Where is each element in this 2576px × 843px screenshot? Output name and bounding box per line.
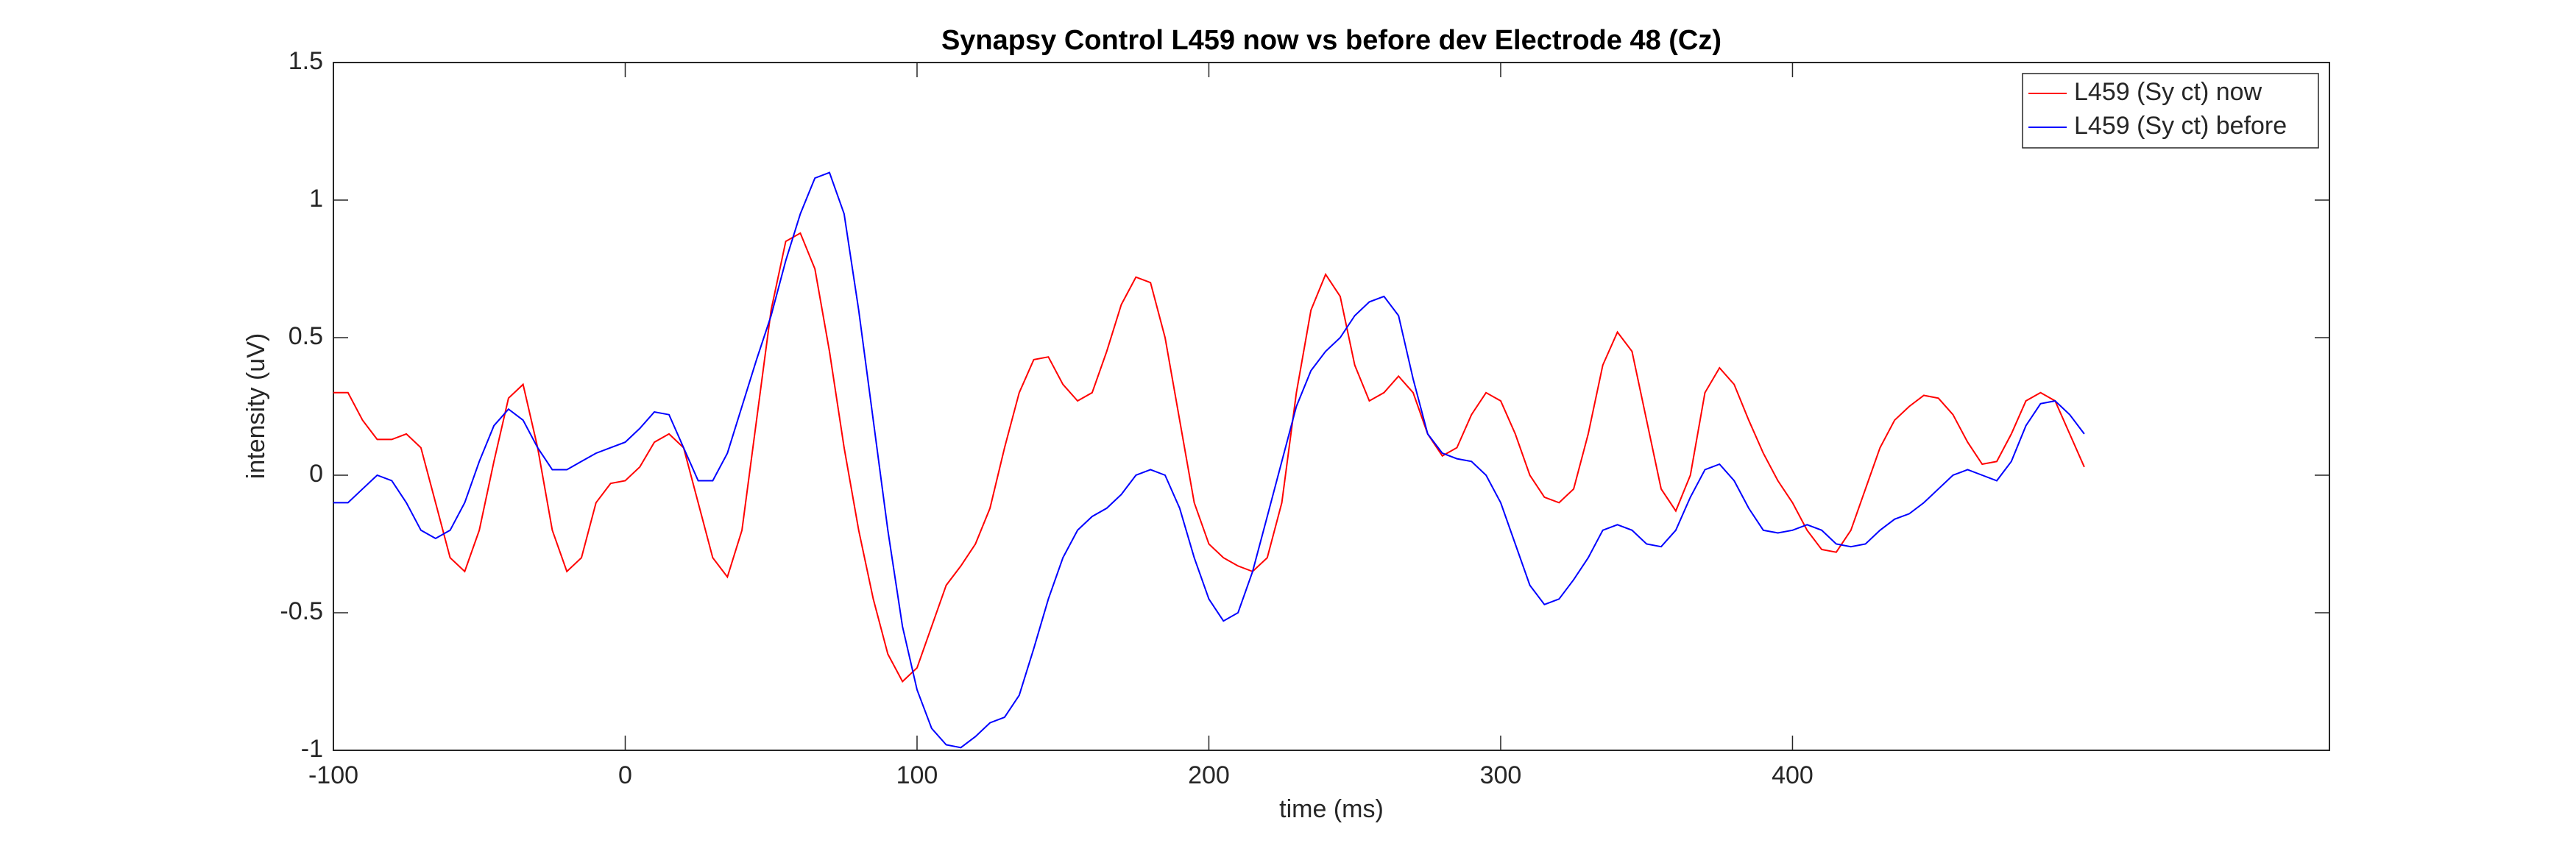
- legend-label: L459 (Sy ct) before: [2074, 112, 2287, 140]
- y-tick-label: -1: [301, 735, 323, 763]
- y-tick-label: 0.5: [289, 322, 323, 350]
- series-line: [333, 232, 2085, 683]
- y-tick-label: 1.5: [289, 47, 323, 75]
- x-tick-label: 300: [1480, 761, 1522, 789]
- x-tick-label: 200: [1188, 761, 1230, 789]
- x-axis-label: time (ms): [1279, 795, 1384, 823]
- y-tick-label: 0: [309, 460, 323, 488]
- legend-label: L459 (Sy ct) now: [2074, 78, 2262, 106]
- series-line: [333, 171, 2085, 749]
- chart-title: Synapsy Control L459 now vs before dev E…: [941, 25, 1722, 56]
- x-tick-label: -100: [308, 761, 358, 789]
- x-tick-label: 100: [896, 761, 938, 789]
- plot-frame: [333, 62, 2330, 751]
- x-tick-label: 400: [1772, 761, 1814, 789]
- y-tick-label: -0.5: [280, 597, 323, 625]
- x-tick-label: 0: [618, 761, 632, 789]
- y-tick-label: 1: [309, 185, 323, 213]
- legend-box: [2022, 73, 2319, 149]
- y-axis-label: intensity (uV): [242, 333, 270, 479]
